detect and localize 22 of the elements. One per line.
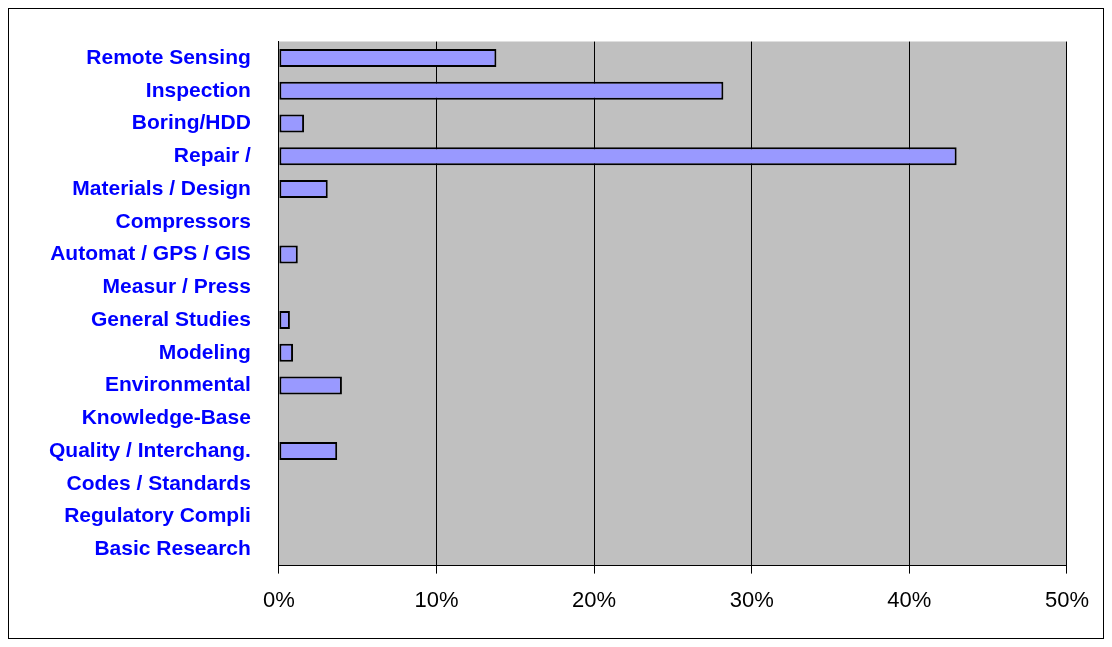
x-tick-label: 20% [572, 586, 617, 612]
y-tick-label: Environmental [104, 372, 251, 396]
y-tick-label: Repair / [173, 143, 252, 167]
y-tick-label: Codes / Standards [66, 470, 251, 494]
y-tick-label: Boring/HDD [131, 110, 251, 134]
y-tick-label: Measur / Press [102, 274, 251, 298]
y-tick-label: General Studies [90, 306, 251, 330]
y-tick-label: Modeling [158, 339, 251, 363]
y-tick-label: Automat / GPS / GIS [50, 241, 251, 265]
x-tick-label: 10% [414, 586, 459, 612]
x-tick-label: 0% [262, 586, 295, 612]
x-tick-label: 40% [887, 586, 932, 612]
y-tick-label: Knowledge-Base [81, 405, 251, 429]
y-tick-label: Remote Sensing [86, 44, 251, 68]
y-tick-label: Basic Research [94, 536, 251, 560]
y-tick-label: Quality / Interchang. [48, 437, 251, 461]
y-tick-label: Materials / Design [72, 175, 251, 199]
y-tick-label: Regulatory Compli [64, 503, 251, 527]
y-tick-label: Inspection [145, 77, 251, 101]
y-tick-label: Compressors [115, 208, 251, 232]
x-tick-label: 50% [1044, 586, 1090, 612]
x-tick-label: 30% [729, 586, 774, 612]
